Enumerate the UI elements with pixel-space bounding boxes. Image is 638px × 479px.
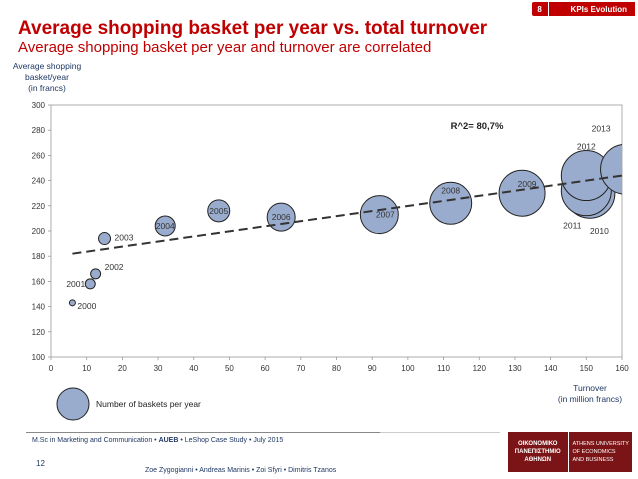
y-tick-label: 120	[32, 328, 46, 337]
r-squared-annotation: R^2= 80,7%	[451, 121, 504, 132]
y-tick-label: 200	[32, 227, 46, 236]
y-axis-label: basket/year	[25, 72, 69, 82]
footer-school: AUEB	[158, 437, 179, 444]
y-tick-label: 280	[32, 126, 46, 135]
year-label-2005: 2005	[209, 206, 228, 216]
section-tag: 8 KPIs Evolution	[531, 2, 635, 16]
bubble-2009	[498, 169, 546, 217]
section-label: KPIs Evolution	[548, 2, 635, 16]
section-number: 8	[531, 2, 548, 16]
y-tick-label: 260	[32, 151, 46, 160]
plot-frame	[50, 104, 623, 358]
x-tick-label: 10	[82, 364, 91, 373]
year-label-2012: 2012	[577, 142, 596, 152]
page-title: Average shopping basket per year vs. tot…	[18, 18, 488, 39]
bubble-2003	[98, 232, 112, 246]
page-subtitle: Average shopping basket per year and tur…	[18, 39, 432, 56]
year-label-2007: 2007	[376, 210, 395, 220]
logo-greek: ΟΙΚΟΝΟΜΙΚΟ ΠΑΝΕΠΙΣΤΗΜΙΟ ΑΘΗΝΩΝ	[514, 441, 561, 463]
year-label-2009: 2009	[518, 179, 537, 189]
year-label-2008: 2008	[441, 185, 460, 195]
bubble-2007	[359, 195, 399, 235]
footer-divider-light	[380, 432, 500, 433]
bubble-2000	[68, 299, 76, 307]
year-label-2010: 2010	[590, 226, 609, 236]
bubble-series	[68, 144, 622, 307]
footer-date: July 2015	[253, 437, 284, 444]
footer-credits: M.Sc in Marketing and Communication • AU…	[32, 437, 284, 444]
y-tick-label: 140	[32, 303, 46, 312]
page-number: 12	[36, 459, 45, 468]
x-tick-label: 120	[473, 364, 487, 373]
x-tick-label: 50	[225, 364, 234, 373]
bubble-chart: 100 120 140 160 180 200 220 240 260 280 300 0 10 20 30…	[13, 61, 629, 421]
year-label-2013: 2013	[592, 123, 611, 133]
y-tick-label: 240	[32, 177, 46, 186]
x-tick-label: 110	[437, 364, 450, 373]
logo-english: ATHENS UNIVERSITY OF ECONOMICS AND BUSIN…	[567, 432, 633, 472]
x-tick-label: 100	[401, 364, 415, 373]
x-tick-label: 30	[154, 364, 163, 373]
legend-bubble-icon	[56, 387, 90, 421]
y-axis-label: (in francs)	[28, 83, 66, 93]
y-tick-label: 160	[32, 277, 46, 286]
bubble-2001	[84, 278, 96, 290]
year-label-2002: 2002	[105, 262, 124, 272]
y-tick-label: 220	[32, 202, 46, 211]
legend-label: Number of baskets per year	[96, 399, 201, 409]
year-label-2001: 2001	[66, 279, 85, 289]
year-label-2011: 2011	[563, 221, 582, 231]
x-tick-label: 0	[49, 364, 54, 373]
y-tick-label: 100	[32, 353, 46, 362]
x-tick-label: 60	[261, 364, 270, 373]
y-axis-label: Average shopping	[13, 61, 82, 71]
x-tick-label: 40	[189, 364, 198, 373]
year-label-2000: 2000	[77, 301, 96, 311]
year-label-2003: 2003	[115, 233, 134, 243]
x-tick-label: 140	[544, 364, 558, 373]
x-axis-label: (in million francs)	[558, 394, 622, 404]
x-tick-label: 130	[508, 364, 522, 373]
bubble-2013	[600, 144, 622, 195]
x-axis-label: Turnover	[573, 383, 607, 393]
x-tick-label: 20	[118, 364, 127, 373]
university-logo: ΟΙΚΟΝΟΜΙΚΟ ΠΑΝΕΠΙΣΤΗΜΙΟ ΑΘΗΝΩΝ ATHENS UN…	[508, 432, 632, 472]
footer-program: M.Sc in Marketing and Communication	[32, 437, 153, 444]
year-label-2004: 2004	[156, 221, 175, 231]
x-tick-label: 150	[580, 364, 594, 373]
year-label-2006: 2006	[272, 212, 291, 222]
bubble-2004	[154, 215, 176, 237]
x-tick-label: 70	[296, 364, 305, 373]
footer-divider	[26, 432, 380, 433]
y-tick-label: 300	[32, 101, 46, 110]
bubble-2008	[429, 181, 473, 225]
x-tick-label: 80	[332, 364, 341, 373]
y-tick-label: 180	[32, 252, 46, 261]
bubble-2002	[90, 268, 102, 280]
x-tick-label: 90	[368, 364, 377, 373]
authors: Zoe Zygogianni • Andreas Marinis • Zoi S…	[145, 467, 337, 474]
bubble-2005	[207, 199, 231, 223]
footer-case: LeShop Case Study	[184, 437, 248, 444]
x-tick-label: 160	[615, 364, 629, 373]
trendline	[72, 174, 622, 255]
